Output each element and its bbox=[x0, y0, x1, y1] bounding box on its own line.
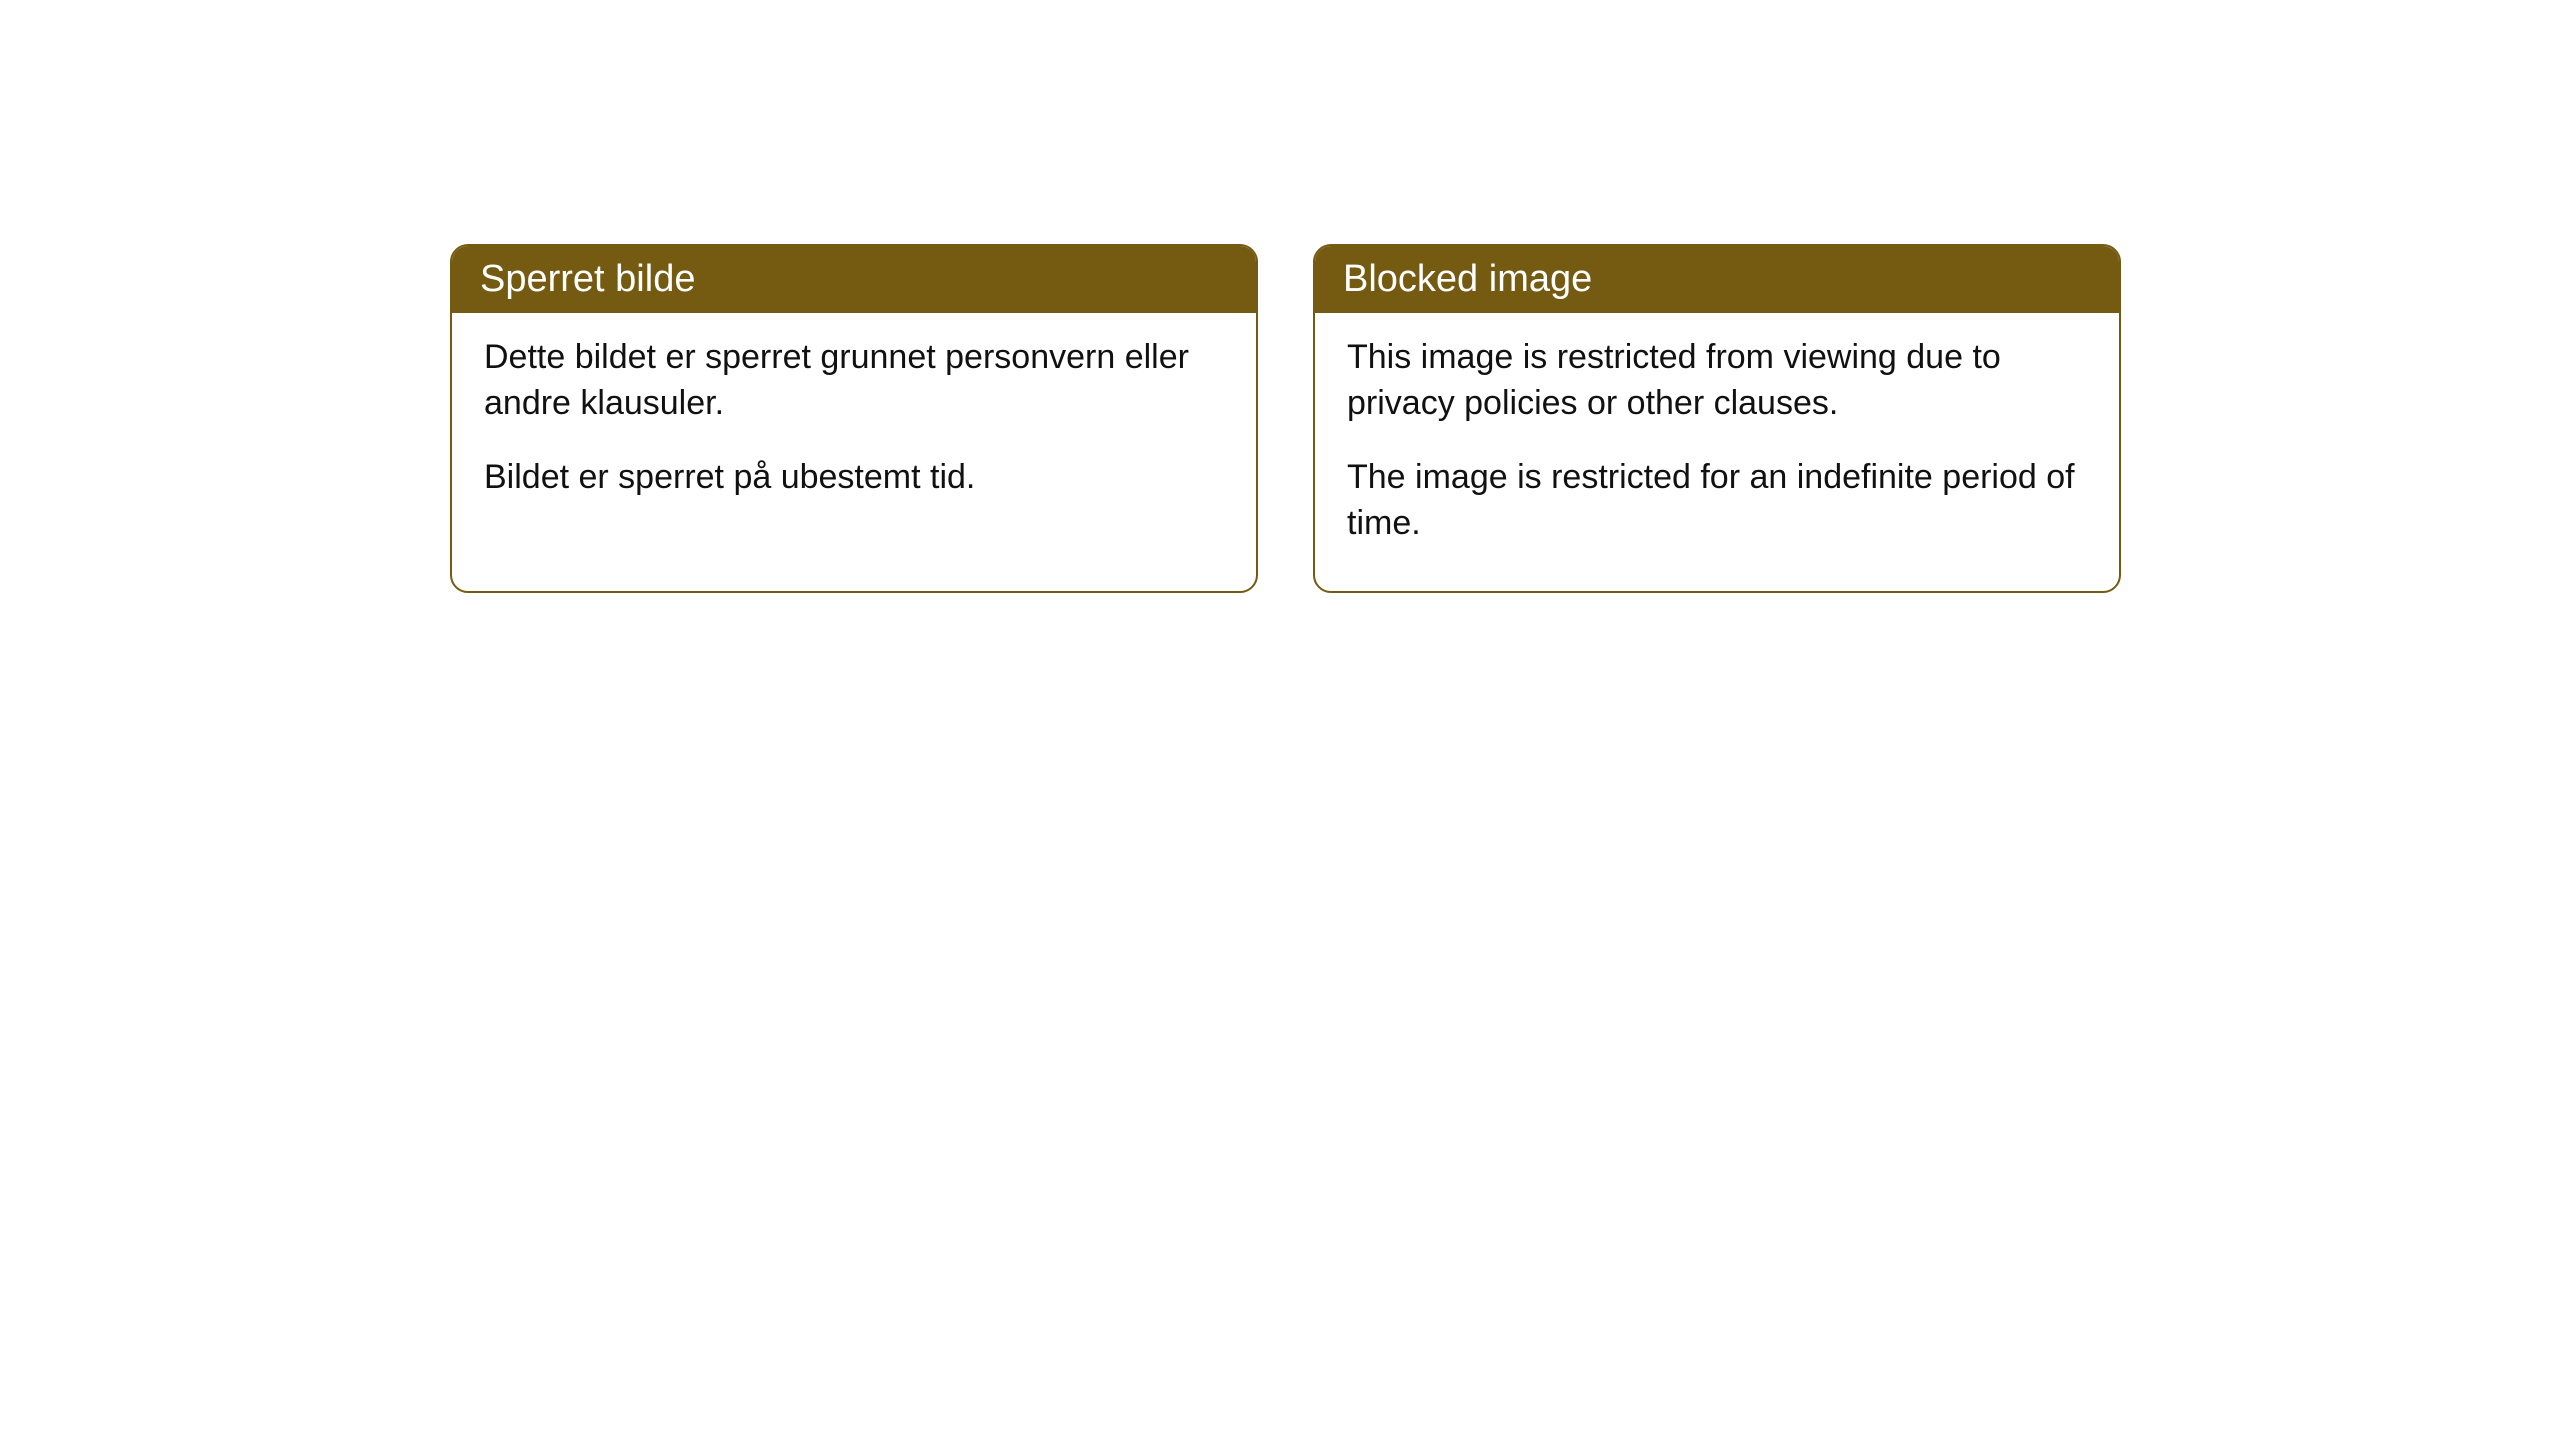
card-header: Sperret bilde bbox=[452, 246, 1256, 313]
card-header: Blocked image bbox=[1315, 246, 2119, 313]
card-title: Blocked image bbox=[1343, 258, 1592, 300]
card-paragraph: The image is restricted for an indefinit… bbox=[1347, 455, 2087, 547]
notice-cards-container: Sperret bilde Dette bildet er sperret gr… bbox=[450, 244, 2121, 593]
notice-card-norwegian: Sperret bilde Dette bildet er sperret gr… bbox=[450, 244, 1258, 593]
card-paragraph: This image is restricted from viewing du… bbox=[1347, 335, 2087, 427]
card-paragraph: Dette bildet er sperret grunnet personve… bbox=[484, 335, 1224, 427]
card-paragraph: Bildet er sperret på ubestemt tid. bbox=[484, 455, 1224, 501]
notice-card-english: Blocked image This image is restricted f… bbox=[1313, 244, 2121, 593]
card-body: This image is restricted from viewing du… bbox=[1315, 313, 2119, 591]
card-body: Dette bildet er sperret grunnet personve… bbox=[452, 313, 1256, 545]
card-title: Sperret bilde bbox=[480, 258, 695, 300]
